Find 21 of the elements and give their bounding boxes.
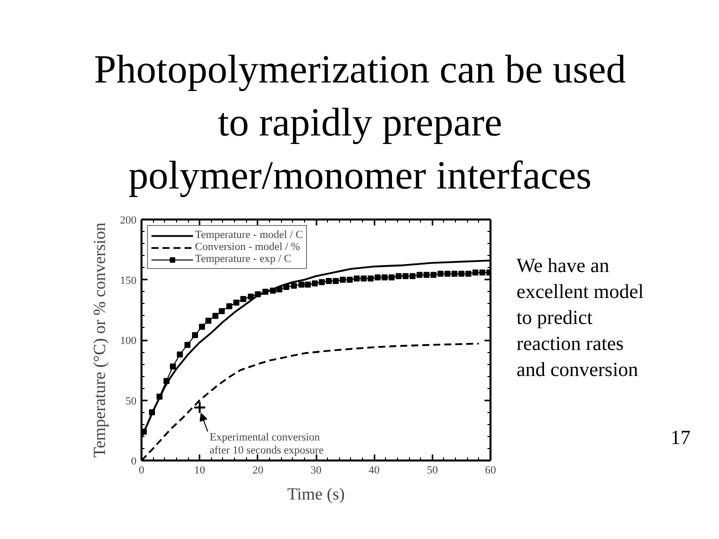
x-tick-label: 60: [485, 464, 496, 476]
x-tick-label: 0: [138, 464, 145, 476]
x-tick-label: 40: [368, 464, 380, 476]
legend-label: Temperature - model / C: [195, 229, 303, 241]
legend-label: Conversion - model / %: [195, 241, 300, 253]
text: We have an excellent model to predict reaction rates and conversion: [516, 255, 644, 381]
y-axis-title: Temperature (°C) or % conversion: [90, 222, 109, 458]
y-tick-label: 0: [131, 456, 137, 468]
x-tick-label: 10: [194, 464, 206, 476]
legend-label: Temperature - exp / C: [195, 253, 292, 265]
x-tick-label: 20: [252, 464, 264, 476]
y-tick-label: 50: [126, 395, 137, 408]
y-tick-label: 100: [120, 335, 137, 347]
x-tick-label: 50: [426, 464, 438, 476]
chart-title: Photopolymerization can be used to rapidly prepare polymer/monomer interfaces: [94, 46, 626, 198]
y-tick-label: 200: [120, 214, 137, 226]
text: 17: [670, 426, 690, 449]
annotation: Experimental conversion after 10 seconds exposure: [210, 431, 324, 457]
x-axis-title: Time (s): [287, 484, 345, 504]
y-tick-label: 150: [120, 274, 137, 287]
x-tick-label: 30: [310, 464, 322, 476]
